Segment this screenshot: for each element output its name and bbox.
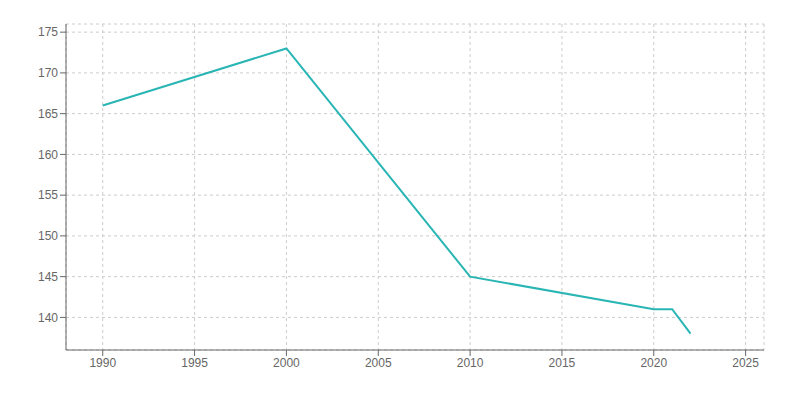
- svg-text:2025: 2025: [732, 356, 759, 370]
- svg-text:2020: 2020: [640, 356, 667, 370]
- svg-text:165: 165: [38, 107, 58, 121]
- svg-text:175: 175: [38, 25, 58, 39]
- svg-text:1990: 1990: [89, 356, 116, 370]
- svg-text:155: 155: [38, 188, 58, 202]
- svg-text:2010: 2010: [457, 356, 484, 370]
- svg-text:160: 160: [38, 148, 58, 162]
- svg-text:2000: 2000: [273, 356, 300, 370]
- svg-text:145: 145: [38, 270, 58, 284]
- svg-text:150: 150: [38, 229, 58, 243]
- svg-text:170: 170: [38, 66, 58, 80]
- svg-text:140: 140: [38, 311, 58, 325]
- svg-text:1995: 1995: [181, 356, 208, 370]
- svg-text:2015: 2015: [549, 356, 576, 370]
- svg-text:2005: 2005: [365, 356, 392, 370]
